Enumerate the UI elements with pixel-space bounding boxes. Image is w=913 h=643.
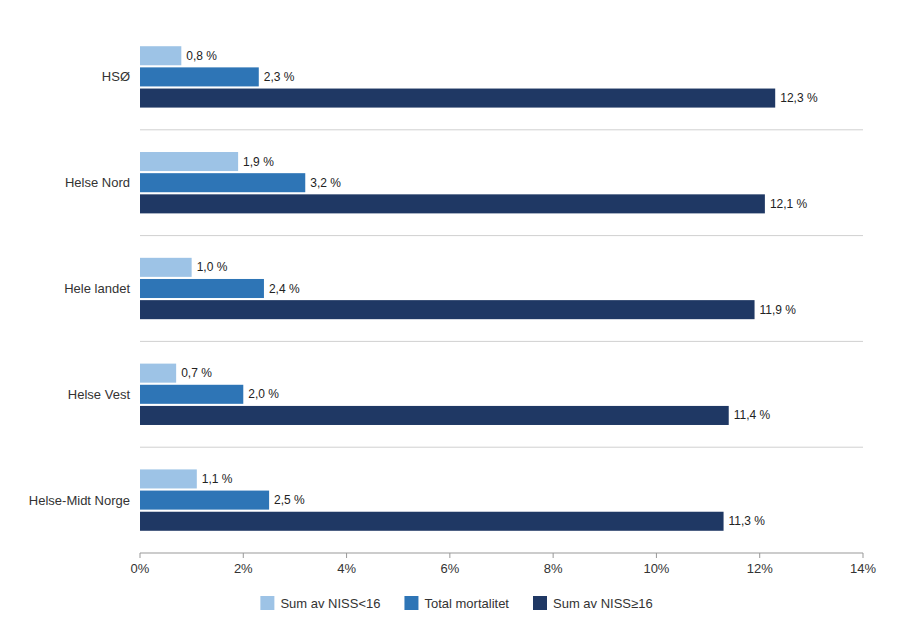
bar <box>140 300 755 319</box>
x-tick <box>140 553 141 558</box>
group-separator <box>140 235 863 236</box>
category-label: Helse Vest <box>68 387 131 402</box>
bar <box>140 258 192 277</box>
data-label: 1,0 % <box>197 260 228 274</box>
category-label: Hele landet <box>64 281 130 296</box>
data-label: 0,8 % <box>186 49 217 63</box>
bar <box>140 89 775 108</box>
x-tick-label: 12% <box>747 561 773 576</box>
bar <box>140 46 181 65</box>
bar <box>140 173 305 192</box>
legend-label: Total mortalitet <box>424 596 509 611</box>
x-tick-label: 10% <box>643 561 669 576</box>
x-tick <box>346 553 347 558</box>
x-tick-label: 2% <box>234 561 253 576</box>
data-label: 2,0 % <box>248 387 279 401</box>
data-label: 2,4 % <box>269 282 300 296</box>
bar <box>140 469 197 488</box>
category-label: Helse Nord <box>65 175 130 190</box>
x-axis-line <box>140 553 863 554</box>
legend-swatch <box>260 596 274 610</box>
bar <box>140 152 238 171</box>
x-tick-label: 8% <box>544 561 563 576</box>
data-label: 0,7 % <box>181 366 212 380</box>
x-tick <box>656 553 657 558</box>
legend-item: Sum av NISS<16 <box>260 596 380 611</box>
legend-item: Total mortalitet <box>404 596 509 611</box>
x-tick <box>553 553 554 558</box>
group-separator <box>140 129 863 130</box>
legend-item: Sum av NISS≥16 <box>533 596 653 611</box>
data-label: 12,1 % <box>770 197 808 211</box>
group-separator <box>140 447 863 448</box>
legend-swatch <box>404 596 418 610</box>
data-label: 11,9 % <box>760 303 797 317</box>
bar <box>140 385 243 404</box>
data-label: 2,3 % <box>264 70 295 84</box>
legend-label: Sum av NISS<16 <box>280 596 380 611</box>
x-tick-label: 6% <box>440 561 459 576</box>
bar <box>140 491 269 510</box>
bar <box>140 406 729 425</box>
bar <box>140 364 176 383</box>
x-tick <box>759 553 760 558</box>
category-label: HSØ <box>102 69 130 84</box>
data-label: 3,2 % <box>310 176 341 190</box>
chart-container: 0,8 % 1,9 % 1,0 % 0,7 % 1,1 % 2,3 % 3,2 % 2,4 %… <box>0 0 913 643</box>
x-tick-label: 4% <box>337 561 356 576</box>
bar <box>140 279 264 298</box>
data-label: 12,3 % <box>780 91 818 105</box>
category-label: Helse-Midt Norge <box>29 493 130 508</box>
x-tick-label: 0% <box>131 561 150 576</box>
x-tick <box>449 553 450 558</box>
legend: Sum av NISS<16 Total mortalitet Sum av NIS… <box>260 596 652 611</box>
data-label: 11,4 % <box>734 408 771 422</box>
x-tick <box>243 553 244 558</box>
group-separator <box>140 341 863 342</box>
x-tick <box>863 553 864 558</box>
chart-svg: 0,8 % 1,9 % 1,0 % 0,7 % 1,1 % 2,3 % 3,2 % 2,4 %… <box>0 0 913 643</box>
x-tick-label: 14% <box>850 561 876 576</box>
bar <box>140 67 259 86</box>
data-label: 11,3 % <box>729 514 766 528</box>
bar <box>140 194 765 213</box>
legend-label: Sum av NISS≥16 <box>553 596 653 611</box>
bars <box>140 46 775 531</box>
data-label: 1,1 % <box>202 472 233 486</box>
data-label: 1,9 % <box>243 155 274 169</box>
data-label: 2,5 % <box>274 493 305 507</box>
data-labels: 0,8 % 1,9 % 1,0 % 0,7 % 1,1 % 2,3 % 3,2 % 2,4 %… <box>181 49 818 529</box>
bar <box>140 512 724 531</box>
legend-swatch <box>533 596 547 610</box>
